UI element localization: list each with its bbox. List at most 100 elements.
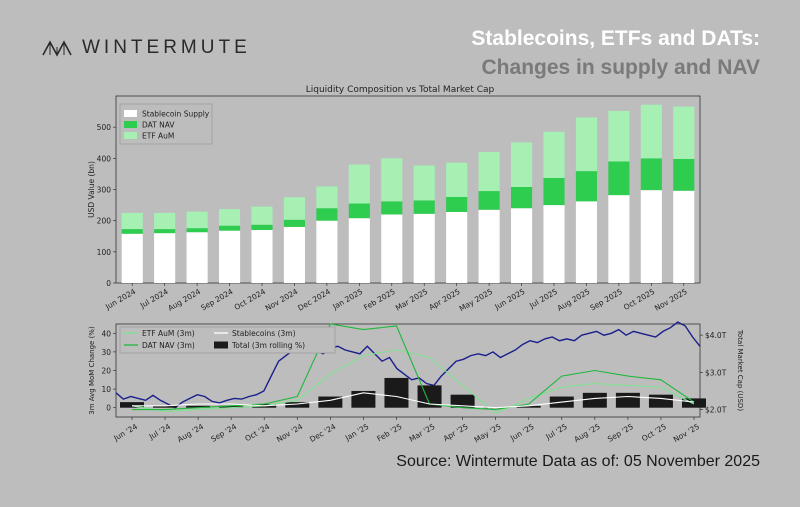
- brand-name: WINTERMUTE: [82, 37, 251, 58]
- chart2-xtick-label: Nov '24: [275, 422, 304, 444]
- chart2-y2tick-label: $2.0T: [705, 406, 727, 415]
- chart1-xtick-label: May 2025: [458, 287, 495, 313]
- bar-dat-nav-16: [640, 158, 662, 191]
- bar-etf-aum-8: [381, 158, 403, 202]
- bar-stablecoin-supply-13: [543, 205, 565, 283]
- chart1-ytick-label: 0: [106, 279, 111, 288]
- chart2-xtick-label: Sep '24: [209, 422, 238, 444]
- chart2-xtick-label: Feb '25: [375, 422, 403, 444]
- chart1-xtick-label: Sep 2024: [199, 287, 235, 313]
- chart2-xtick-label: Jul '24: [147, 422, 173, 442]
- chart1-xtick-label: Apr 2025: [427, 287, 462, 312]
- chart2-xtick-label: Oct '25: [640, 422, 668, 443]
- line-stablecoins-m-: [132, 392, 695, 409]
- chart1-xtick-label: Sep 2025: [589, 287, 625, 313]
- bar-etf-aum-10: [446, 162, 468, 197]
- chart2-ytick-label: 40: [101, 329, 111, 338]
- chart2-xtick-label: Jun '25: [508, 422, 536, 443]
- chart1-legend-swatch-1: [124, 121, 137, 128]
- market-cap-line: [115, 321, 701, 409]
- bar-stablecoin-supply-4: [251, 230, 273, 283]
- bar-dat-nav-12: [511, 187, 533, 209]
- chart2-ytick-label: 10: [101, 385, 111, 394]
- bar-dat-nav-8: [381, 201, 403, 215]
- bar-etf-aum-9: [413, 165, 435, 201]
- chart2-y2tick-label: $4.0T: [705, 331, 727, 340]
- headline-line-1: Stablecoins, ETFs and DATs:: [471, 27, 760, 50]
- bar-dat-nav-10: [446, 196, 468, 212]
- chart1-xtick-label: Nov 2025: [653, 287, 689, 313]
- chart1-xtick-label: Jul 2025: [527, 287, 559, 311]
- total-rolling-bar-7: [351, 390, 376, 408]
- chart1-ytick-label: 300: [97, 186, 112, 195]
- bar-stablecoin-supply-3: [219, 230, 241, 283]
- chart2-xtick-label: Mar '25: [408, 422, 437, 444]
- chart2-xtick-label: Jun '24: [111, 422, 139, 443]
- chart1-legend-label-1: DAT NAV: [142, 121, 175, 130]
- bar-stablecoin-supply-17: [673, 190, 695, 283]
- total-rolling-bar-16: [648, 394, 673, 408]
- bar-dat-nav-6: [316, 208, 338, 221]
- chart1-xtick-label: Oct 2025: [622, 287, 657, 312]
- bar-etf-aum-1: [154, 212, 176, 230]
- bar-stablecoin-supply-6: [316, 220, 338, 283]
- chart2-y2label: Total Market Cap (USD): [736, 329, 744, 411]
- chart2-legend-swatch-3: [214, 341, 228, 349]
- bar-etf-aum-15: [608, 110, 630, 162]
- total-rolling-bar-3: [219, 405, 244, 408]
- chart1-ytick-label: 100: [97, 248, 112, 257]
- bar-stablecoin-supply-0: [121, 233, 143, 283]
- chart1-xtick-label: Aug 2024: [166, 287, 202, 313]
- bar-etf-aum-4: [251, 206, 273, 225]
- source-note: Source: Wintermute Data as of: 05 Novemb…: [396, 453, 760, 470]
- total-rolling-bar-12: [516, 405, 541, 408]
- chart2-xtick-label: Aug '24: [176, 422, 205, 444]
- brand-logo: WINTERMUTE: [42, 37, 251, 59]
- chart1-ylabel: USD Value (bn): [87, 161, 96, 218]
- bar-dat-nav-4: [251, 224, 273, 231]
- chart2-xtick-label: May '25: [473, 422, 503, 445]
- chart2-xtick-label: Apr '25: [442, 422, 470, 443]
- bar-etf-aum-17: [673, 106, 695, 159]
- headline-line-2: Changes in supply and NAV: [481, 56, 760, 79]
- bar-dat-nav-17: [673, 158, 695, 191]
- bar-etf-aum-11: [478, 152, 500, 192]
- bar-stablecoin-supply-10: [446, 211, 468, 283]
- chart1-xtick-label: Aug 2025: [556, 287, 592, 313]
- bar-etf-aum-13: [543, 131, 565, 178]
- bar-stablecoin-supply-16: [640, 190, 662, 283]
- bar-etf-aum-3: [219, 209, 241, 226]
- bar-dat-nav-9: [413, 200, 435, 214]
- chart2-ytick-label: 30: [101, 348, 111, 357]
- bar-etf-aum-12: [511, 142, 533, 188]
- chart2-xtick-label: Jan '25: [343, 422, 371, 443]
- bar-etf-aum-14: [575, 117, 597, 172]
- bar-dat-nav-3: [219, 225, 241, 231]
- bar-dat-nav-13: [543, 177, 565, 206]
- bar-dat-nav-11: [478, 191, 500, 210]
- bar-dat-nav-14: [575, 171, 597, 202]
- bar-stablecoin-supply-5: [283, 226, 305, 283]
- chart1-legend-label-0: Stablecoin Supply: [142, 110, 210, 119]
- bar-dat-nav-1: [154, 229, 176, 234]
- chart2-ytick-label: 20: [101, 367, 111, 376]
- chart1-xtick-label: Jan 2025: [330, 287, 364, 312]
- chart1-legend-swatch-0: [124, 110, 137, 117]
- wintermute-logo-icon: [42, 40, 72, 57]
- chart2-y2tick-label: $3.0T: [705, 368, 727, 377]
- total-rolling-bar-8: [384, 377, 409, 408]
- line-dat-nav-m-: [132, 323, 695, 411]
- total-rolling-bar-6: [318, 396, 343, 408]
- chart2-xtick-label: Sep '25: [606, 422, 635, 444]
- chart2-legend-label-2: DAT NAV (3m): [142, 341, 195, 350]
- chart2-ylabel: 3m Avg MoM Change (%): [88, 326, 96, 415]
- chart-title: Liquidity Composition vs Total Market Ca…: [305, 85, 495, 95]
- bar-stablecoin-supply-2: [186, 232, 208, 283]
- bar-stablecoin-supply-9: [413, 213, 435, 283]
- chart2-legend-label-1: Stablecoins (3m): [232, 329, 296, 338]
- chart2-legend-box: [119, 326, 336, 354]
- chart1-legend-label-2: ETF AuM: [142, 132, 174, 141]
- bar-dat-nav-15: [608, 161, 630, 196]
- bar-etf-aum-7: [348, 164, 370, 204]
